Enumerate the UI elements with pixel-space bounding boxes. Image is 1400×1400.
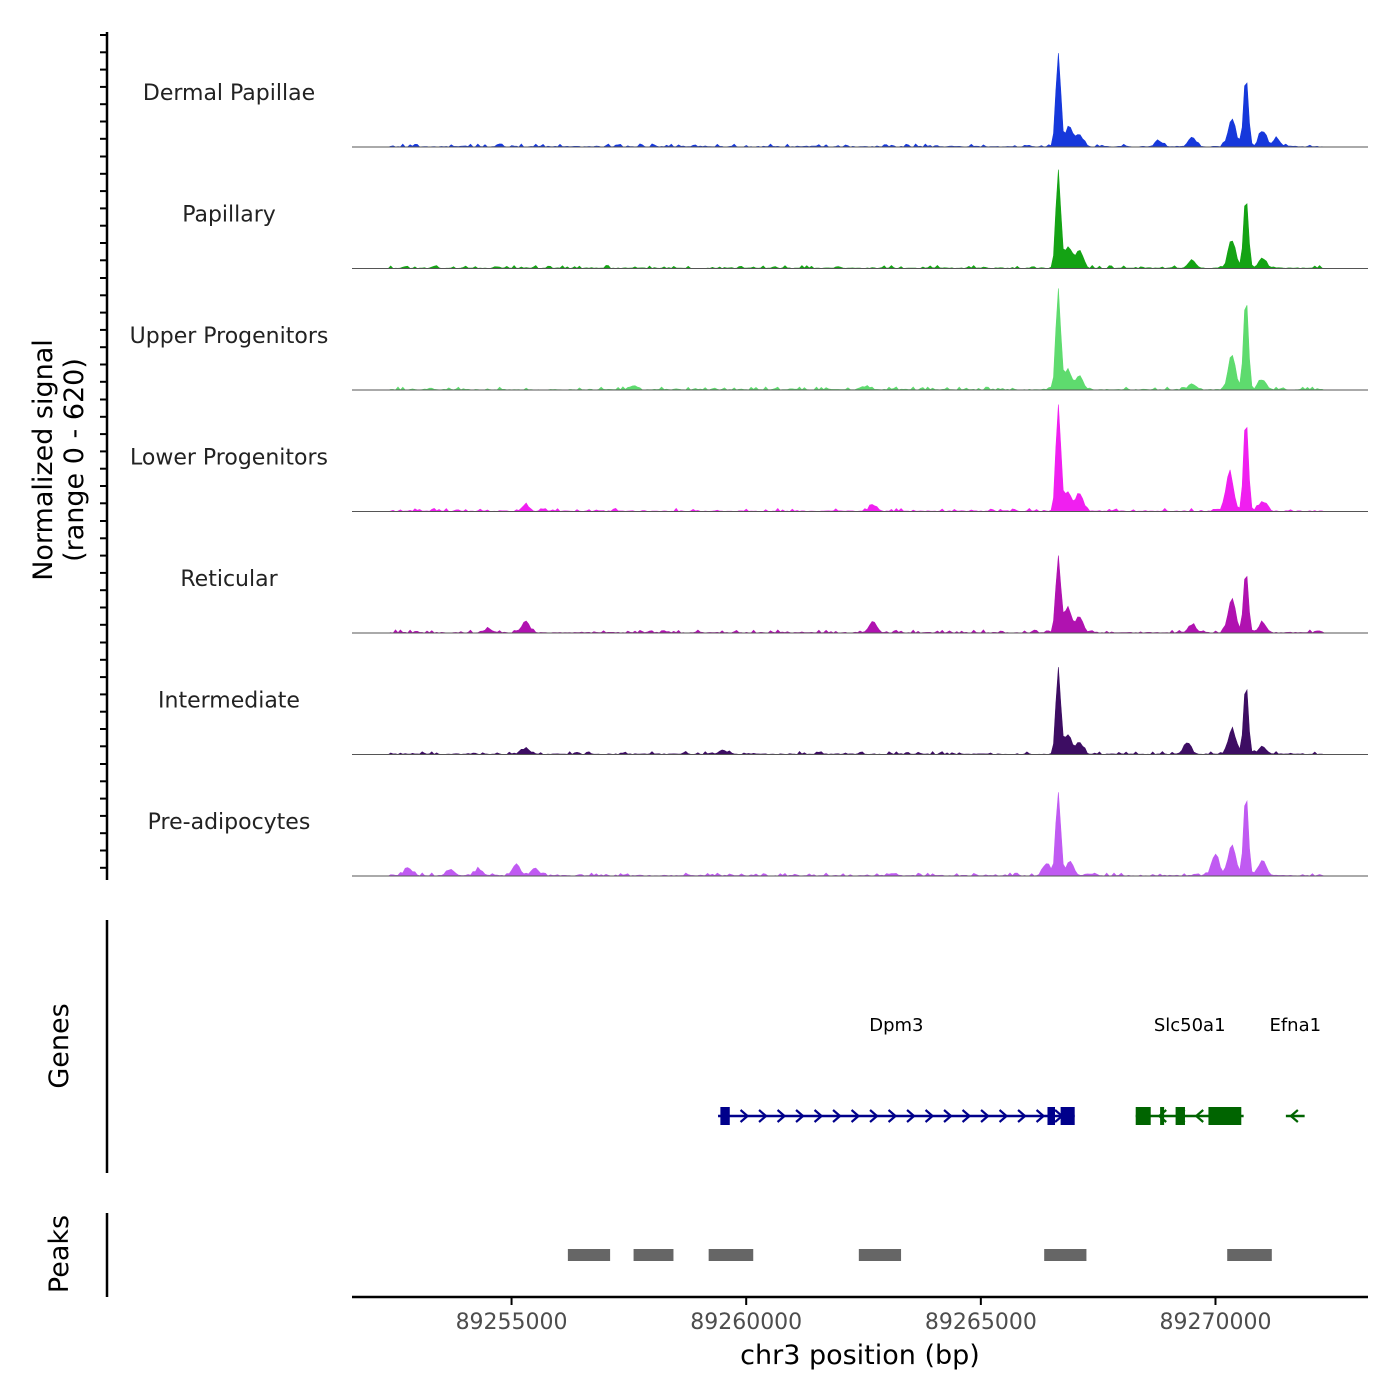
- gene-exon-Slc50a1: [1160, 1107, 1165, 1125]
- peak-region-4: [858, 1249, 902, 1261]
- gene-strand-chevron: [795, 1109, 805, 1123]
- signal-area-4: [352, 404, 1368, 512]
- genes-panel: Dpm3 Slc50a1 Efna1: [105, 920, 1321, 1173]
- gene-strand-chevron: [832, 1109, 842, 1123]
- gene-strand-chevron: [998, 1109, 1009, 1123]
- gene-exon-Slc50a1: [1208, 1107, 1242, 1125]
- x-tick-label-4: 89270000: [1159, 1310, 1271, 1335]
- gene-exon-Slc50a1: [1175, 1107, 1185, 1125]
- signal-area-7: [352, 792, 1368, 877]
- track-label-6: Intermediate: [158, 689, 300, 714]
- gene-strand-chevron: [850, 1109, 861, 1123]
- peaks-panel-title: Peaks: [44, 1215, 75, 1293]
- gene-strand-chevron: [813, 1109, 824, 1123]
- track-label-2: Papillary: [182, 203, 276, 228]
- gene-strand-chevron: [1017, 1109, 1027, 1123]
- gene-strand-chevron: [1289, 1109, 1299, 1123]
- gene-strand-chevron: [980, 1109, 990, 1123]
- gene-exon-Dpm3: [720, 1107, 730, 1125]
- x-axis-title: chr3 position (bp): [740, 1340, 980, 1371]
- gene-strand-chevron: [758, 1109, 768, 1123]
- peak-region-5: [1044, 1249, 1087, 1261]
- gene-label-Dpm3: Dpm3: [869, 1015, 923, 1036]
- peaks-panel: [105, 1213, 1272, 1297]
- gene-strand-chevron: [924, 1109, 935, 1123]
- gene-exon-Slc50a1: [1135, 1107, 1151, 1125]
- track-label-3: Upper Progenitors: [130, 324, 329, 349]
- track-label-1: Dermal Papillae: [143, 81, 315, 106]
- gene-strand-chevron: [776, 1109, 787, 1123]
- gene-strand-chevron: [961, 1109, 972, 1123]
- peak-region-3: [708, 1249, 754, 1261]
- track-label-7: Pre-adipocytes: [148, 810, 311, 835]
- track-label-5: Reticular: [180, 567, 278, 592]
- y-axis-title-line2: (range 0 - 620): [59, 358, 90, 562]
- signal-area-2: [352, 169, 1368, 269]
- y-axis-title-line1: Normalized signal: [28, 339, 59, 581]
- peak-region-1: [567, 1249, 611, 1261]
- signal-area-1: [352, 53, 1368, 148]
- gene-exon-Dpm3: [1060, 1107, 1075, 1125]
- peak-region-6: [1227, 1249, 1272, 1261]
- gene-strand-chevron: [869, 1109, 879, 1123]
- peak-region-2: [633, 1249, 674, 1261]
- track-label-4: Lower Progenitors: [130, 446, 328, 471]
- signal-area-6: [352, 667, 1368, 755]
- x-tick-label-1: 89255000: [456, 1310, 568, 1335]
- gene-strand-chevron: [1035, 1109, 1046, 1123]
- x-tick-label-3: 89265000: [925, 1310, 1037, 1335]
- signal-area-5: [352, 555, 1368, 634]
- gene-label-Slc50a1: Slc50a1: [1154, 1015, 1226, 1036]
- signal-panel: Dermal Papillae Papillary Upper Progenitor…: [100, 32, 1368, 880]
- gene-strand-chevron: [906, 1109, 916, 1123]
- gene-strand-chevron: [739, 1109, 750, 1123]
- gene-strand-chevron: [943, 1109, 953, 1123]
- signal-area-3: [352, 288, 1368, 391]
- gene-label-Efna1: Efna1: [1269, 1015, 1321, 1036]
- gene-exon-Dpm3: [1047, 1107, 1055, 1125]
- gene-strand-chevron: [887, 1109, 898, 1123]
- gene-strand-chevron: [1194, 1109, 1204, 1123]
- genes-panel-title: Genes: [44, 1003, 75, 1088]
- x-tick-label-2: 89260000: [690, 1310, 802, 1335]
- x-axis: 89255000 89260000 89265000 89270000: [352, 1295, 1368, 1335]
